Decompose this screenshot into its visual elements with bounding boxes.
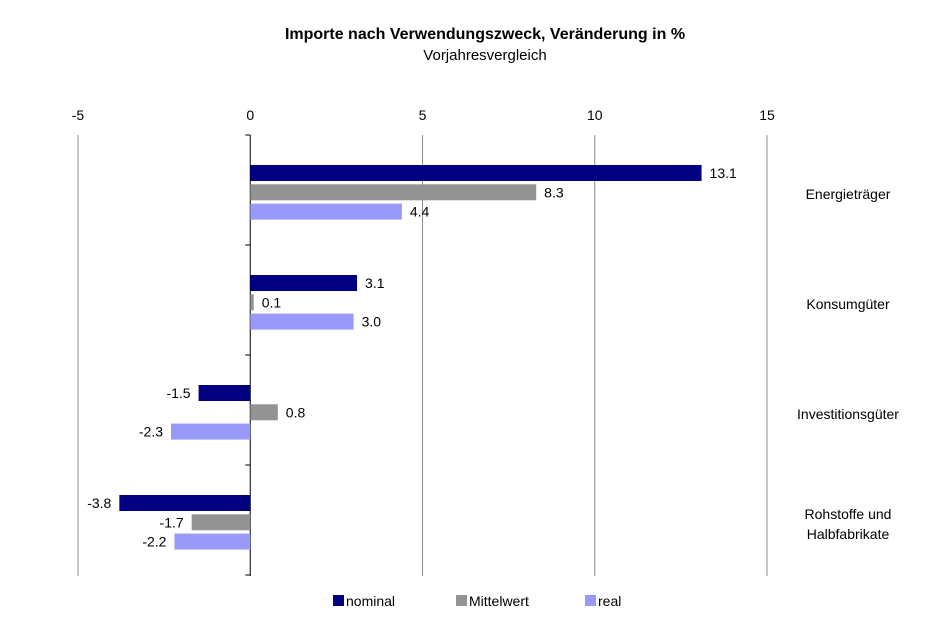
data-label: -1.7 [160, 514, 184, 530]
chart-subtitle: Vorjahresvergleich [423, 47, 546, 64]
data-label: -2.2 [142, 534, 166, 550]
bar-real [174, 533, 251, 550]
bar-mittelwert [250, 294, 254, 311]
legend-swatch-real [585, 595, 596, 606]
legend-label: real [598, 593, 621, 609]
data-label: 3.0 [362, 314, 382, 330]
data-label: 4.4 [410, 204, 430, 220]
x-tick-label: 15 [759, 107, 775, 123]
bar-mittelwert [250, 184, 537, 201]
data-label: 13.1 [710, 165, 737, 181]
bar-nominal [119, 495, 251, 511]
category-label: Investitionsgüter [797, 406, 899, 422]
x-tick-label: 10 [587, 107, 603, 123]
data-label: -1.5 [166, 385, 190, 401]
legend-label: nominal [346, 593, 395, 609]
legend-label: Mittelwert [469, 593, 529, 609]
chart-title: Importe nach Verwendungszweck, Veränderu… [285, 26, 685, 43]
plot-area: -5 0 5 10 15 13.1 8.3 4.4 Energieträger 3.1 0.1 3.0… [72, 107, 900, 609]
bar-nominal [198, 385, 251, 401]
legend-swatch-nominal [333, 595, 344, 606]
bar-real [171, 423, 251, 440]
data-label: -2.3 [139, 424, 163, 440]
bar-mittelwert [191, 514, 251, 531]
bar-nominal [250, 165, 702, 181]
x-tick-label: 0 [246, 107, 254, 123]
category-label: Konsumgüter [806, 296, 890, 312]
data-label: 8.3 [544, 184, 564, 200]
category-label: Rohstoffe und [805, 506, 892, 522]
x-tick-label: -5 [72, 107, 85, 123]
bar-real [250, 313, 354, 330]
bar-nominal [250, 275, 358, 291]
category-label: Halbfabrikate [807, 526, 890, 542]
legend-swatch-mittelwert [456, 595, 467, 606]
data-label: 3.1 [365, 275, 385, 291]
category-label: Energieträger [806, 186, 891, 202]
data-label: 0.8 [286, 404, 306, 420]
data-label: -3.8 [87, 495, 111, 511]
x-tick-label: 5 [419, 107, 427, 123]
data-label: 0.1 [262, 294, 282, 310]
bar-mittelwert [250, 404, 278, 421]
bar-real [250, 203, 402, 220]
